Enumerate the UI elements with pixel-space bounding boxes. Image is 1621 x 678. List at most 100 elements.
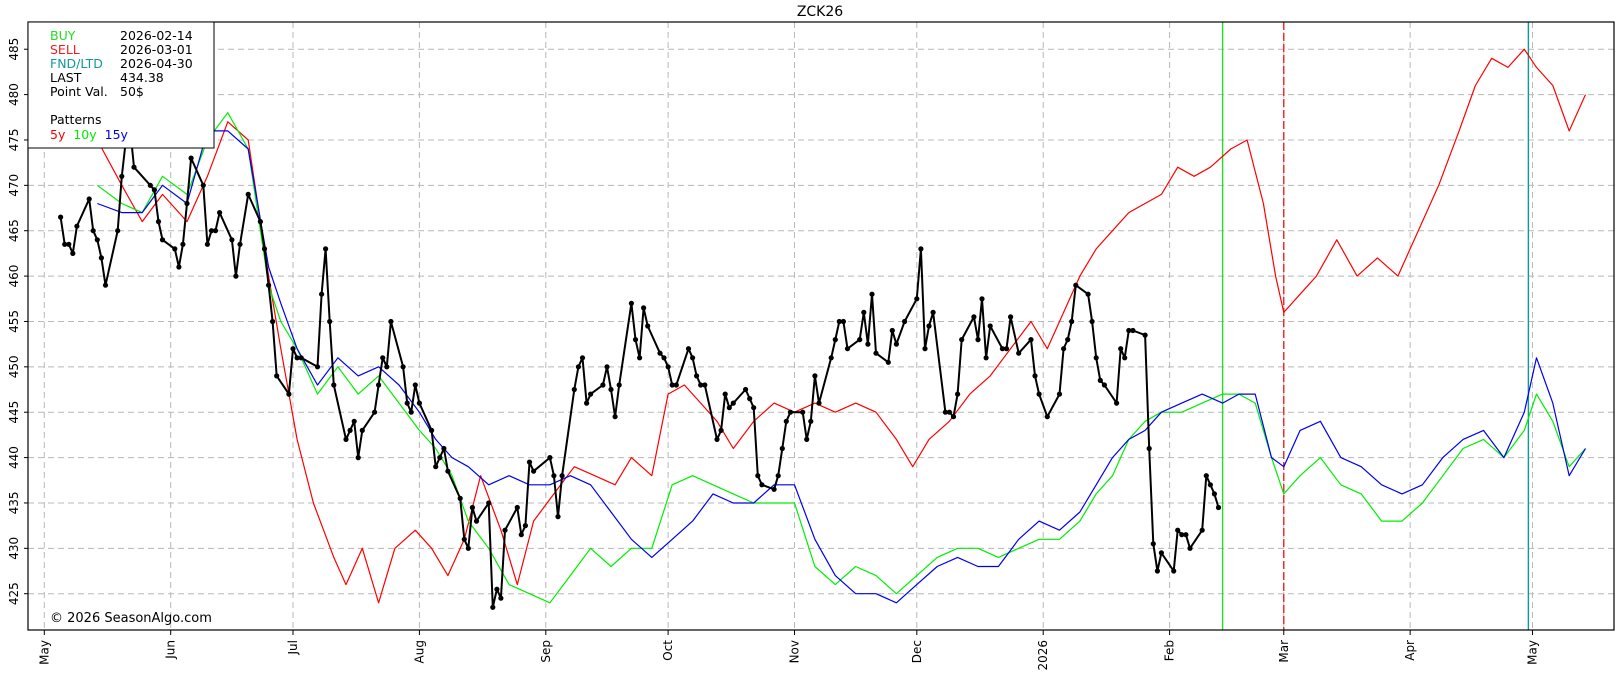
price-point [755,473,761,479]
price-point [1085,291,1091,297]
price-point [1146,445,1152,452]
price-point [294,355,300,361]
price-point [1171,568,1177,574]
price-point [959,337,965,343]
price-point [669,382,675,388]
price-point [208,228,215,234]
price-point [1065,337,1071,343]
price-point [351,418,357,424]
info-label-pointval: Point Val. [50,84,108,99]
price-point [531,468,537,474]
price-point [408,409,414,415]
price-point [514,504,520,511]
price-point [1122,355,1128,361]
price-point [718,427,724,433]
price-point [632,337,639,343]
price-point [1150,541,1156,547]
price-point [151,187,157,193]
price-point [971,314,977,320]
price-point [730,400,736,406]
price-point [787,409,794,415]
price-point [400,364,406,370]
price-point [372,409,378,415]
price-point [245,191,251,197]
price-point [90,228,96,234]
price-point [233,273,239,279]
x-tick-label: Sep [539,640,553,663]
price-point [58,214,64,220]
price-point [437,455,443,461]
price-point [946,409,953,415]
price-point [217,210,223,216]
price-point [918,246,924,252]
info-rows: BUY 2026-02-14 SELL 2026-03-01 FND/LTD 2026-0… [50,28,193,99]
price-point [983,355,989,361]
price-point [816,400,822,406]
price-point [1126,327,1132,334]
price-point [1130,327,1136,334]
axis-layer: 425 430 435 440 445 450 455 460 465 470 475 480 485 M… [7,38,1539,671]
y-tick-label: 460 [7,265,21,288]
price-point [237,241,243,247]
price-point [155,219,162,225]
price-point [1003,346,1010,352]
price-point [388,318,394,325]
y-tick-label: 445 [7,401,21,424]
price-point [343,436,349,442]
price-point [1211,491,1217,497]
price-point [588,391,594,397]
price-point [188,155,194,161]
price-point [270,318,276,325]
price-point [698,382,704,388]
price-point [1215,504,1222,511]
price-point [885,359,891,365]
price-point [200,182,206,188]
price-point [257,219,263,225]
info-box: BUY 2026-02-14 SELL 2026-03-01 FND/LTD 2026-0… [27,21,215,149]
info-value-buy: 2026-02-14 [120,28,193,43]
price-point [494,586,500,592]
price-point [547,455,553,461]
price-point [657,350,663,356]
plot-frame [27,21,1615,631]
price-point [98,255,104,261]
price-point [498,595,504,601]
price-point [836,318,842,325]
price-point [775,473,781,479]
info-value-fndltd: 2026-04-30 [120,56,193,71]
price-point [579,355,586,361]
info-label-last: LAST [50,70,82,85]
x-tick-label: May [37,640,51,665]
price-point [119,173,125,179]
price-point [461,536,467,542]
price-point [889,327,895,334]
price-point [1028,337,1034,343]
price-point [522,523,529,529]
series-line-15y [97,130,1587,604]
copyright-text: © 2026 SeasonAlgo.com [50,611,212,626]
y-tick-label: 475 [7,129,21,152]
price-point [559,473,565,479]
y-tick-label: 440 [7,446,21,469]
price-point [975,337,981,343]
price-point [1032,373,1038,379]
price-point [331,382,337,388]
price-point [327,318,333,325]
price-point [808,418,814,424]
price-point [1158,550,1164,556]
y-tick-label: 465 [7,219,21,242]
price-point [429,427,435,433]
x-tick-label: Nov [787,640,801,663]
y-tick-label: 430 [7,537,21,560]
price-point [608,386,614,393]
price-point [1179,532,1185,538]
pattern-legend-15y: 15y [105,127,129,142]
series-line-10y [96,112,1586,604]
price-point [359,427,365,433]
price-point [347,427,353,433]
x-tick-label: Oct [661,640,675,661]
price-point [575,364,582,370]
price-point [584,400,590,406]
price-point [685,346,692,352]
